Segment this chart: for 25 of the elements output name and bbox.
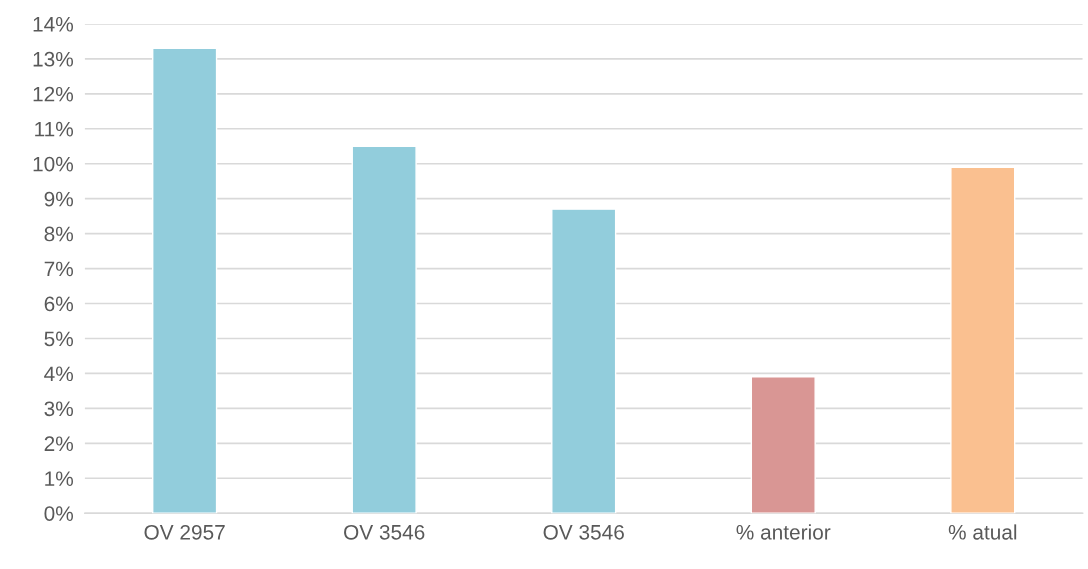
y-tick-label: 3% bbox=[44, 401, 74, 417]
x-tick-label: OV 2957 bbox=[144, 524, 225, 540]
y-tick-label: 1% bbox=[45, 471, 74, 486]
y-tick-label: 10% bbox=[33, 156, 74, 172]
y-tick-label: 11% bbox=[35, 121, 74, 137]
bar bbox=[551, 208, 617, 514]
y-tick-label: 2% bbox=[44, 436, 74, 451]
y-tick-label: 8% bbox=[44, 226, 74, 242]
y-tick-label: 7% bbox=[44, 261, 74, 277]
y-tick-label: 0% bbox=[44, 506, 74, 521]
y-tick-label: 14% bbox=[33, 16, 74, 32]
bar bbox=[152, 47, 218, 514]
x-tick-label: OV 3546 bbox=[543, 524, 624, 540]
y-tick-label: 4% bbox=[44, 366, 74, 382]
x-tick-label: % atual bbox=[948, 524, 1017, 540]
x-tick-label: % anterior bbox=[736, 524, 831, 540]
y-tick-label: 6% bbox=[44, 296, 74, 312]
bar bbox=[750, 376, 816, 514]
y-tick-label: 13% bbox=[33, 51, 74, 67]
y-tick-label: 12% bbox=[33, 86, 74, 102]
bar bbox=[351, 145, 417, 514]
y-tick-label: 5% bbox=[44, 331, 74, 347]
y-tick-label: 9% bbox=[44, 191, 74, 207]
bar bbox=[950, 166, 1016, 514]
x-tick-label: OV 3546 bbox=[344, 524, 425, 540]
